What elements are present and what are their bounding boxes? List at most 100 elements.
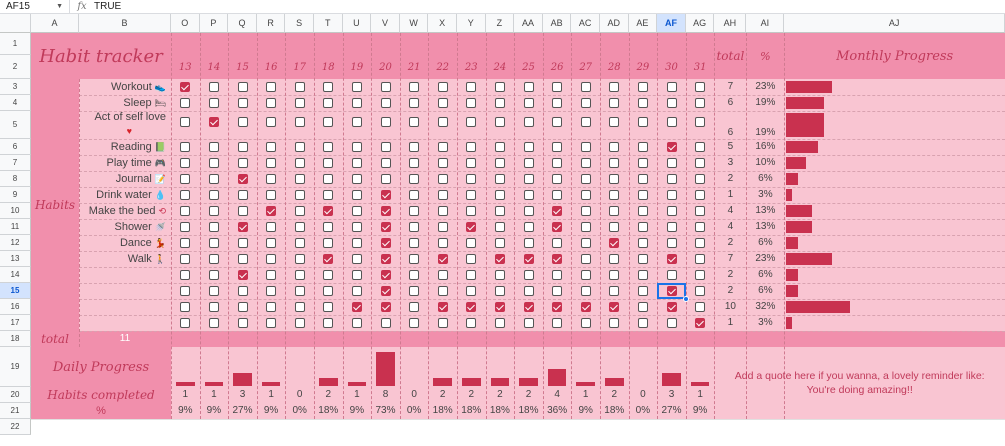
habit-checkbox[interactable] <box>266 98 277 108</box>
column-header-z[interactable]: Z <box>485 14 515 33</box>
habit-checkbox[interactable] <box>609 206 620 216</box>
habit-checkbox[interactable] <box>666 270 677 280</box>
habit-checkbox[interactable] <box>208 302 219 312</box>
habit-checkbox[interactable] <box>552 190 563 200</box>
row-header-7[interactable]: 7 <box>0 155 31 171</box>
habit-checkbox[interactable] <box>666 158 677 168</box>
column-header-v[interactable]: V <box>371 14 400 33</box>
habit-checkbox[interactable] <box>351 206 362 216</box>
habit-checkbox[interactable] <box>237 174 248 184</box>
habit-checkbox[interactable] <box>180 82 191 92</box>
habit-checkbox[interactable] <box>437 270 448 280</box>
habit-checkbox[interactable] <box>409 270 420 280</box>
habit-checkbox[interactable] <box>523 286 534 296</box>
habit-checkbox[interactable] <box>494 174 505 184</box>
habit-checkbox[interactable] <box>351 82 362 92</box>
habit-checkbox[interactable] <box>637 158 648 168</box>
habit-checkbox[interactable] <box>494 206 505 216</box>
habit-checkbox[interactable] <box>580 302 591 312</box>
habit-checkbox[interactable] <box>266 254 277 264</box>
habit-checkbox[interactable] <box>237 82 248 92</box>
column-header-ab[interactable]: AB <box>542 14 572 33</box>
row-header-8[interactable]: 8 <box>0 171 31 187</box>
habit-checkbox[interactable] <box>552 174 563 184</box>
habit-checkbox[interactable] <box>609 158 620 168</box>
habit-checkbox[interactable] <box>380 238 391 248</box>
habit-checkbox[interactable] <box>466 222 477 232</box>
habit-checkbox[interactable] <box>494 238 505 248</box>
habit-checkbox[interactable] <box>294 302 305 312</box>
row-header-16[interactable]: 16 <box>0 299 31 315</box>
habit-checkbox[interactable] <box>580 206 591 216</box>
habit-checkbox[interactable] <box>351 270 362 280</box>
column-header-ah[interactable]: AH <box>714 14 747 33</box>
habit-checkbox[interactable] <box>637 142 648 152</box>
habit-checkbox[interactable] <box>494 98 505 108</box>
habit-checkbox[interactable] <box>695 158 706 168</box>
habit-checkbox[interactable] <box>409 302 420 312</box>
habit-checkbox[interactable] <box>380 206 391 216</box>
habit-checkbox[interactable] <box>351 98 362 108</box>
row-header-11[interactable]: 11 <box>0 219 31 235</box>
habit-checkbox[interactable] <box>580 117 591 127</box>
habit-checkbox[interactable] <box>695 174 706 184</box>
habit-checkbox[interactable] <box>552 98 563 108</box>
habit-checkbox[interactable] <box>294 117 305 127</box>
habit-checkbox[interactable] <box>580 286 591 296</box>
habit-checkbox[interactable] <box>351 190 362 200</box>
habit-checkbox[interactable] <box>323 238 334 248</box>
habit-checkbox[interactable] <box>294 270 305 280</box>
habit-checkbox[interactable] <box>237 158 248 168</box>
habit-checkbox[interactable] <box>523 302 534 312</box>
select-all-corner[interactable] <box>0 14 31 33</box>
row-header-4[interactable]: 4 <box>0 95 31 111</box>
habit-checkbox[interactable] <box>637 286 648 296</box>
habit-checkbox[interactable] <box>637 238 648 248</box>
habit-checkbox[interactable] <box>666 82 677 92</box>
habit-checkbox[interactable] <box>380 117 391 127</box>
row-header-14[interactable]: 14 <box>0 267 31 283</box>
habit-checkbox[interactable] <box>323 142 334 152</box>
habit-checkbox[interactable] <box>294 82 305 92</box>
habit-checkbox[interactable] <box>666 318 677 328</box>
habit-checkbox[interactable] <box>523 98 534 108</box>
habit-checkbox[interactable] <box>609 254 620 264</box>
habit-checkbox[interactable] <box>466 98 477 108</box>
habit-checkbox[interactable] <box>609 318 620 328</box>
habit-checkbox[interactable] <box>637 222 648 232</box>
name-box[interactable]: AF15 ▼ <box>0 0 70 14</box>
habit-checkbox[interactable] <box>237 238 248 248</box>
habit-checkbox[interactable] <box>208 117 219 127</box>
habit-checkbox[interactable] <box>380 302 391 312</box>
habit-checkbox[interactable] <box>466 270 477 280</box>
habit-checkbox[interactable] <box>180 142 191 152</box>
habit-checkbox[interactable] <box>609 82 620 92</box>
habit-checkbox[interactable] <box>695 206 706 216</box>
habit-checkbox[interactable] <box>552 302 563 312</box>
habit-checkbox[interactable] <box>437 158 448 168</box>
habit-checkbox[interactable] <box>494 158 505 168</box>
habit-checkbox[interactable] <box>609 270 620 280</box>
habit-checkbox[interactable] <box>409 254 420 264</box>
habit-checkbox[interactable] <box>494 222 505 232</box>
habit-checkbox[interactable] <box>323 302 334 312</box>
habit-checkbox[interactable] <box>494 117 505 127</box>
row-header-22[interactable]: 22 <box>0 419 31 435</box>
habit-checkbox[interactable] <box>466 82 477 92</box>
habit-checkbox[interactable] <box>380 190 391 200</box>
habit-checkbox[interactable] <box>380 270 391 280</box>
habit-checkbox[interactable] <box>580 270 591 280</box>
habit-checkbox[interactable] <box>208 174 219 184</box>
column-header-x[interactable]: X <box>428 14 457 33</box>
habit-checkbox[interactable] <box>695 98 706 108</box>
row-header-15[interactable]: 15 <box>0 283 31 299</box>
row-header-21[interactable]: 21 <box>0 403 31 419</box>
habit-checkbox[interactable] <box>523 270 534 280</box>
habit-checkbox[interactable] <box>180 318 191 328</box>
column-header-ag[interactable]: AG <box>685 14 715 33</box>
habit-checkbox[interactable] <box>294 286 305 296</box>
habit-checkbox[interactable] <box>323 98 334 108</box>
column-header-ad[interactable]: AD <box>600 14 629 33</box>
habit-checkbox[interactable] <box>437 82 448 92</box>
habit-checkbox[interactable] <box>351 222 362 232</box>
